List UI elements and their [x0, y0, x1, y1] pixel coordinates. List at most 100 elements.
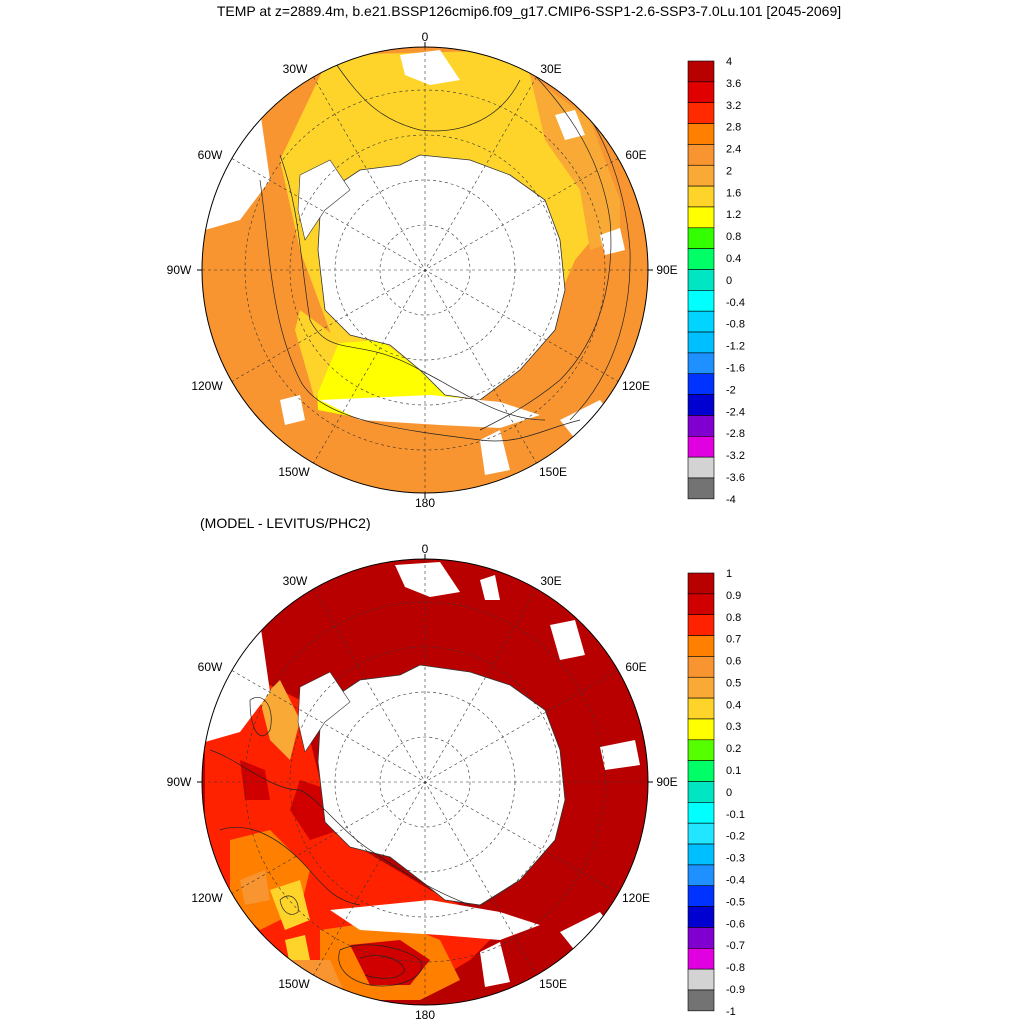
top-colorbar-label: -3.6	[726, 472, 745, 484]
top-lon-label-180: 180	[415, 496, 435, 510]
bottom-colorbar-swatch	[687, 739, 715, 761]
bottom-colorbar-label: 0.4	[726, 699, 741, 711]
bottom-colorbar-swatch	[687, 656, 715, 678]
top-ticks	[197, 42, 653, 498]
figure-subtitle: (MODEL - LEVITUS/PHC2)	[200, 515, 371, 531]
bottom-colorbar-swatch	[687, 697, 715, 720]
top-colorbar-swatch	[687, 60, 715, 83]
top-lon-label-150w: 150W	[278, 465, 310, 479]
top-colorbar-label: 0	[726, 275, 732, 287]
top-colorbar-label: -0.8	[726, 319, 745, 331]
top-colorbar-swatch	[687, 185, 715, 208]
top-colorbar-label: -3.2	[726, 450, 745, 462]
bottom-antarctica-landmass	[317, 664, 566, 906]
bottom-lon-label-30w: 30W	[283, 574, 308, 588]
top-antarctic-peninsula	[297, 159, 351, 241]
top-colorbar-swatch	[687, 248, 715, 270]
top-colorbar-swatch	[687, 310, 715, 333]
bottom-colorbar-label: -0.6	[726, 918, 745, 930]
bottom-lon-label-150w: 150W	[278, 977, 310, 991]
bottom-colorbar-swatch	[687, 864, 715, 887]
bottom-colorbar-swatch	[687, 927, 715, 949]
bottom-colorbar-label: 0.7	[726, 634, 741, 646]
bottom-antarctic-peninsula	[297, 671, 351, 753]
top-colorbar-label: -2	[726, 384, 736, 396]
top-colorbar-swatch	[687, 123, 715, 145]
bottom-colorbar-swatch	[687, 614, 715, 636]
bottom-lon-label-150e: 150E	[539, 977, 567, 991]
top-longitude-labels: 0 30W 30E 60W 60E 90W 90E 120W 120E 150W…	[167, 30, 678, 510]
bottom-colorbar-label: 0.5	[726, 677, 741, 689]
bottom-colorbar-label: -1	[726, 1006, 736, 1018]
top-colorbar-swatch	[687, 144, 715, 166]
bottom-colorbar-label: -0.5	[726, 896, 745, 908]
bottom-lon-label-120w: 120W	[191, 891, 223, 905]
bottom-colorbar: 1 0.9 0.8 0.7 0.6 0.5 0.4 0.3 0.2 0.1 0 -0.1 -0.2 -0.…	[687, 568, 745, 1018]
bottom-ross-ice-shelf	[330, 900, 540, 940]
bottom-colorbar-swatch	[687, 947, 715, 970]
bottom-colorbar-label: 1	[726, 568, 732, 580]
bottom-colorbar-label: 0.2	[726, 743, 741, 755]
top-colorbar-label: 3.6	[726, 78, 741, 90]
top-colorbar-label: -2.4	[726, 406, 745, 418]
top-ross-ice-shelf	[320, 395, 540, 428]
bottom-colorbar-label: -0.7	[726, 940, 745, 952]
top-lon-label-30w: 30W	[283, 62, 308, 76]
top-lon-label-30e: 30E	[540, 62, 561, 76]
top-colorbar-swatch	[687, 352, 715, 375]
top-lon-label-120w: 120W	[191, 379, 223, 393]
bottom-contours	[209, 697, 471, 987]
bottom-lon-label-120e: 120E	[622, 891, 650, 905]
bottom-lon-label-60w: 60W	[198, 660, 223, 674]
top-graticule	[202, 47, 648, 493]
top-colorbar-swatch	[687, 269, 715, 291]
top-colorbar-label: 0.4	[726, 253, 741, 265]
bottom-graticule	[202, 559, 648, 1005]
top-contours	[259, 54, 631, 442]
top-lon-label-60e: 60E	[625, 148, 646, 162]
top-lon-label-150e: 150E	[539, 465, 567, 479]
top-colorbar-swatch	[687, 456, 715, 479]
top-colorbar-label: 4	[726, 56, 732, 68]
top-colorbar-label: -1.2	[726, 341, 745, 353]
top-colorbar-label: 3.2	[726, 100, 741, 112]
bottom-colorbar-swatch	[687, 676, 715, 699]
top-antarctica-landmass	[317, 154, 566, 401]
bottom-longitude-labels: 0 30W 30E 60W 60E 90W 90E 120W 120E 150W…	[167, 542, 678, 1022]
bottom-map: 0 30W 30E 60W 60E 90W 90E 120W 120E 150W…	[167, 542, 678, 1022]
bottom-lon-label-90e: 90E	[656, 775, 677, 789]
bottom-ticks	[197, 554, 653, 783]
top-colorbar-label: -2.8	[726, 428, 745, 440]
top-colorbar-swatch	[687, 227, 715, 249]
bottom-colorbar-swatch	[687, 843, 715, 866]
top-colorbar-label: 2	[726, 165, 732, 177]
top-lon-label-90e: 90E	[656, 263, 677, 277]
top-lon-label-60w: 60W	[198, 148, 223, 162]
bottom-colorbar-swatch	[687, 593, 715, 615]
top-colorbar-swatch	[687, 102, 715, 124]
bottom-colorbar-label: -0.3	[726, 853, 745, 865]
bottom-lon-label-180: 180	[415, 1008, 435, 1022]
bottom-colorbar-label: -0.2	[726, 831, 745, 843]
top-colorbar-swatch	[687, 331, 715, 354]
top-colorbar-swatch	[687, 206, 715, 229]
top-colorbar-swatch	[687, 435, 715, 458]
bottom-colorbar-swatch	[687, 822, 715, 845]
top-colorbar-label: 1.2	[726, 209, 741, 221]
bottom-colorbar-swatch	[687, 885, 715, 907]
top-colorbar-swatch	[687, 415, 715, 437]
bottom-colorbar-label: 0.9	[726, 590, 741, 602]
bottom-colorbar-swatch	[687, 968, 715, 991]
top-colorbar-label: -0.4	[726, 297, 745, 309]
top-lon-label-120e: 120E	[622, 379, 650, 393]
top-colorbar: 4 3.6 3.2 2.8 2.4 2 1.6 1.2 0.8 0.4 0 -0.4 -0.8 -1.2 -…	[687, 56, 745, 506]
bottom-lon-label-90w: 90W	[167, 775, 192, 789]
bottom-colorbar-swatch	[687, 572, 715, 595]
bottom-colorbar-swatch	[687, 989, 715, 1012]
top-colorbar-label: 1.6	[726, 187, 741, 199]
top-colorbar-swatch	[687, 477, 715, 500]
bottom-colorbar-swatch	[687, 781, 715, 803]
figure-title: TEMP at z=2889.4m, b.e21.BSSP126cmip6.f0…	[217, 3, 841, 19]
bottom-lon-label-0: 0	[422, 542, 429, 556]
top-colorbar-label: -4	[726, 494, 736, 506]
